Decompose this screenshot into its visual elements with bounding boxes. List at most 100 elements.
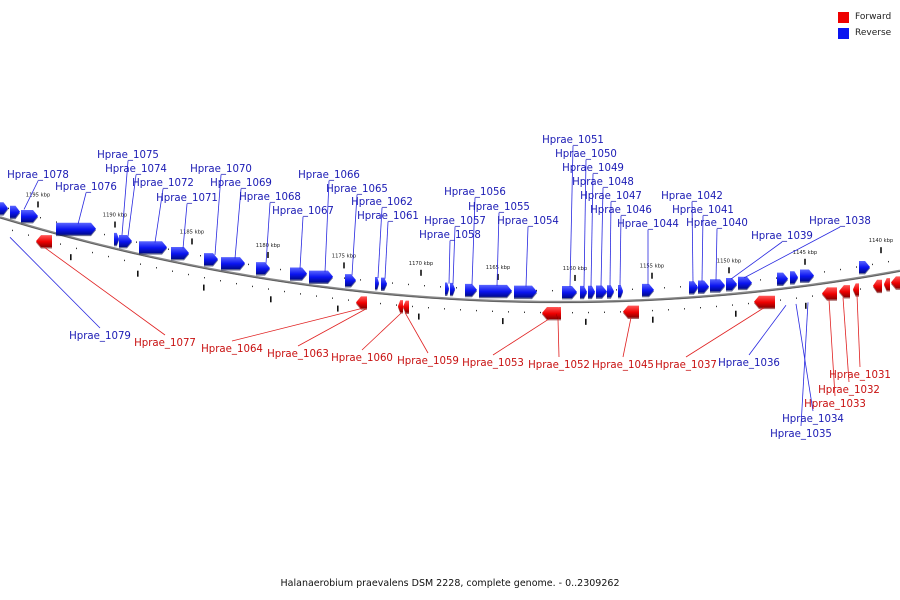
leader-line-hprae_1069 xyxy=(234,188,242,259)
reverse-gene-arrow xyxy=(139,241,167,254)
legend: Forward Reverse xyxy=(838,9,891,41)
leader-line-hprae_1047 xyxy=(609,201,612,287)
scale-dot-upper xyxy=(680,286,681,288)
gene-label-hprae_1060: Hprae_1060 xyxy=(331,353,393,364)
scale-dot-lower xyxy=(492,310,493,313)
reverse-gene-arrow xyxy=(859,260,870,273)
scale-tick-label: 1190 kbp xyxy=(103,213,128,219)
forward-gene-arrow xyxy=(891,276,900,289)
leader-line-hprae_1062 xyxy=(377,207,383,279)
leader-line-hprae_1061 xyxy=(384,221,389,279)
gene-label-hprae_1045: Hprae_1045 xyxy=(592,360,654,371)
scale-tick-lower xyxy=(585,318,587,325)
scale-tick-label: 1140 kbp xyxy=(869,238,894,244)
scale-dot-lower xyxy=(108,255,109,258)
legend-label-forward: Forward xyxy=(855,12,892,22)
leader-line-hprae_1046 xyxy=(619,215,622,287)
gene-label-hprae_1076: Hprae_1076 xyxy=(55,182,117,193)
gene-label-hprae_1033: Hprae_1033 xyxy=(804,399,866,410)
scale-dot-upper xyxy=(344,277,345,279)
scale-dot-upper xyxy=(664,287,665,289)
scale-dot-lower xyxy=(588,311,589,314)
scale-dot-lower xyxy=(188,273,189,276)
reverse-gene-arrow xyxy=(56,222,96,235)
gene-label-hprae_1038: Hprae_1038 xyxy=(809,216,871,227)
reverse-gene-arrow xyxy=(790,271,798,284)
leader-line-hprae_1034 xyxy=(795,303,814,412)
reverse-gene-arrow xyxy=(450,282,455,295)
scale-dot-upper xyxy=(632,288,633,291)
scale-dot-upper xyxy=(824,271,825,273)
reverse-gene-arrow xyxy=(375,276,379,289)
reverse-gene-arrow xyxy=(345,274,356,287)
leader-line-hprae_1063 xyxy=(297,308,367,347)
gene-label-hprae_1039: Hprae_1039 xyxy=(751,231,813,242)
scale-dot-lower xyxy=(508,311,509,313)
scale-dot-lower xyxy=(236,282,237,285)
legend-item-reverse: Reverse xyxy=(838,25,891,41)
scale-tick-lower xyxy=(502,318,504,325)
scale-dot-upper xyxy=(136,241,137,243)
scale-tick-label: 1185 kbp xyxy=(180,229,205,235)
scale-tick-lower xyxy=(70,254,72,261)
gene-label-hprae_1066: Hprae_1066 xyxy=(298,170,360,181)
forward-gene-arrow xyxy=(873,279,882,292)
reverse-gene-arrow xyxy=(607,285,614,298)
scale-dot-lower xyxy=(604,311,605,313)
scale-dot-lower xyxy=(12,229,13,232)
leader-line-hprae_1071 xyxy=(182,203,188,249)
scale-dot-lower xyxy=(284,290,285,293)
scale-dot-lower xyxy=(172,270,173,272)
leader-line-hprae_1066 xyxy=(324,180,330,273)
scale-dot-upper xyxy=(280,268,281,271)
scale-dot-upper xyxy=(776,277,777,279)
scale-tick-lower xyxy=(270,296,272,303)
scale-dot-upper xyxy=(200,255,201,257)
leader-line-hprae_1075 xyxy=(121,160,129,236)
scale-dot-upper xyxy=(888,260,889,263)
reverse-gene-arrow xyxy=(580,285,587,298)
scale-dot-upper xyxy=(616,289,617,291)
gene-label-hprae_1063: Hprae_1063 xyxy=(267,349,329,360)
forward-gene-arrow xyxy=(623,305,639,318)
gene-label-hprae_1075: Hprae_1075 xyxy=(97,150,159,161)
scale-dot-upper xyxy=(392,282,393,284)
reverse-gene-arrow xyxy=(21,210,38,223)
scale-dot-upper xyxy=(408,283,409,286)
gene-label-hprae_1052: Hprae_1052 xyxy=(528,360,590,371)
scale-tick xyxy=(728,267,730,274)
scale-tick xyxy=(343,262,345,269)
scale-tick-label: 1195 kbp xyxy=(26,192,51,198)
gene-label-hprae_1070: Hprae_1070 xyxy=(190,164,252,175)
leader-line-hprae_1057 xyxy=(452,226,456,284)
reverse-gene-arrow xyxy=(204,253,218,266)
gene-label-hprae_1071: Hprae_1071 xyxy=(156,193,218,204)
scale-dot-lower xyxy=(524,311,525,313)
reverse-gene-arrow xyxy=(256,262,270,275)
legend-item-forward: Forward xyxy=(838,9,891,25)
scale-dot-lower xyxy=(652,309,653,312)
leader-line-hprae_1045 xyxy=(622,317,632,358)
scale-dot-lower xyxy=(380,302,381,305)
scale-dot-lower xyxy=(156,267,157,269)
reverse-gene-arrow xyxy=(689,281,698,294)
scale-dot-lower xyxy=(316,295,317,297)
scale-dot-lower xyxy=(796,297,797,299)
leader-line-hprae_1033 xyxy=(828,299,836,397)
leader-line-hprae_1056 xyxy=(471,197,476,285)
scale-dot-lower xyxy=(140,263,141,265)
reverse-gene-arrow xyxy=(800,269,814,282)
genome-caption: Halanaerobium praevalens DSM 2228, compl… xyxy=(280,578,620,589)
gene-label-hprae_1065: Hprae_1065 xyxy=(326,184,388,195)
gene-label-hprae_1072: Hprae_1072 xyxy=(132,178,194,189)
scale-tick xyxy=(880,247,882,254)
gene-label-hprae_1078: Hprae_1078 xyxy=(7,170,69,181)
scale-dot-upper xyxy=(56,221,57,223)
leader-line-hprae_1068 xyxy=(265,202,271,264)
leader-line-hprae_1048 xyxy=(600,187,604,287)
scale-dot-lower xyxy=(684,308,685,310)
gene-label-hprae_1035: Hprae_1035 xyxy=(770,429,832,440)
scale-dot-upper xyxy=(840,268,841,271)
scale-dot-lower xyxy=(252,285,253,288)
scale-tick-label: 1165 kbp xyxy=(486,265,511,271)
